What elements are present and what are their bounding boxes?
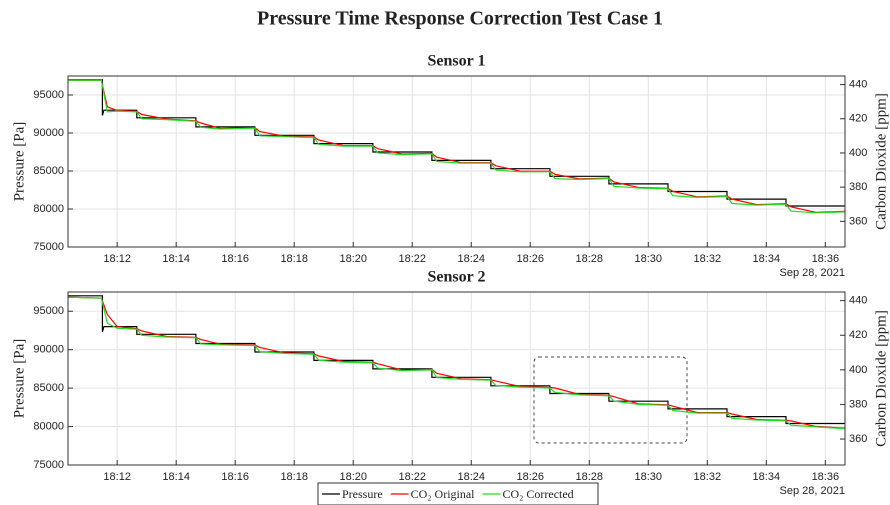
x-tick-label: 18:34: [753, 253, 781, 265]
y2-tick-label: 360: [849, 215, 867, 227]
y2-tick-label: 420: [849, 329, 867, 341]
x-tick-label: 18:28: [576, 471, 604, 483]
plot-frame: [67, 75, 846, 248]
series-line: [68, 79, 845, 207]
x-tick-label: 18:30: [635, 471, 663, 483]
legend-label: Pressure: [342, 487, 383, 501]
x-tick-label: 18:20: [339, 471, 367, 483]
y2-tick-label: 440: [849, 295, 867, 307]
x-tick-label: 18:28: [576, 253, 604, 265]
series-line: [67, 296, 846, 430]
y2-axis-label: Carbon Dioxide [ppm]: [873, 310, 889, 447]
y-tick-label: 75000: [33, 459, 64, 471]
y-tick-label: 85000: [33, 165, 64, 177]
y2-axis-label: Carbon Dioxide [ppm]: [873, 93, 889, 230]
x-tick-label: 18:14: [162, 471, 190, 483]
plot-frame: [67, 291, 846, 466]
x-tick-label: 18:26: [517, 471, 545, 483]
legend-box: [317, 482, 599, 505]
x-tick-label: 18:16: [221, 253, 249, 265]
x-tick-label: 18:14: [162, 253, 190, 265]
highlight-box: [533, 356, 688, 444]
x-tick-label: 18:24: [457, 471, 485, 483]
x-tick-label: 18:26: [517, 253, 545, 265]
y2-tick-label: 380: [849, 398, 867, 410]
x-tick-label: 18:24: [457, 253, 485, 265]
legend-label: CO₂ Corrected: [503, 487, 574, 501]
x-tick-label: 18:20: [339, 253, 367, 265]
y2-tick-label: 440: [849, 78, 867, 90]
legend-label: CO₂ Original: [411, 487, 476, 501]
x-tick-label: 18:22: [398, 253, 426, 265]
figure-title: Pressure Time Response Correction Test C…: [257, 8, 663, 30]
y2-tick-label: 360: [849, 433, 867, 445]
x-tick-label: 18:22: [398, 471, 426, 483]
x-tick-label: 18:18: [280, 471, 308, 483]
date-label: Sep 28, 2021: [780, 267, 845, 279]
y-tick-label: 95000: [33, 89, 64, 101]
x-tick-label: 18:34: [753, 471, 781, 483]
x-tick-label: 18:32: [694, 253, 722, 265]
x-tick-label: 18:12: [103, 253, 131, 265]
series-line: [68, 79, 846, 214]
date-label: Sep 28, 2021: [780, 485, 845, 497]
y-tick-label: 90000: [33, 344, 64, 356]
x-tick-label: 18:16: [221, 471, 249, 483]
x-tick-label: 18:36: [812, 253, 840, 265]
y2-tick-label: 400: [849, 364, 867, 376]
y-tick-label: 75000: [33, 241, 64, 253]
y-tick-label: 80000: [33, 420, 64, 432]
y-tick-label: 85000: [33, 382, 64, 394]
y2-tick-label: 380: [849, 181, 867, 193]
y-tick-label: 95000: [33, 305, 64, 317]
x-tick-label: 18:32: [694, 471, 722, 483]
subplot-title: Sensor 2: [428, 269, 486, 286]
x-tick-label: 18:30: [635, 253, 663, 265]
y2-tick-label: 400: [849, 147, 867, 159]
legend: Pressure CO₂ Original CO₂ Corrected: [317, 482, 599, 505]
y-tick-label: 80000: [33, 203, 64, 215]
y-tick-label: 90000: [33, 127, 64, 139]
x-tick-label: 18:12: [103, 471, 131, 483]
x-tick-label: 18:36: [812, 471, 840, 483]
y-axis-label: Pressure [Pa]: [11, 122, 27, 202]
y-axis-label: Pressure [Pa]: [11, 339, 27, 419]
x-tick-label: 18:18: [280, 253, 308, 265]
subplot-title: Sensor 1: [428, 53, 486, 70]
y2-tick-label: 420: [849, 113, 867, 125]
